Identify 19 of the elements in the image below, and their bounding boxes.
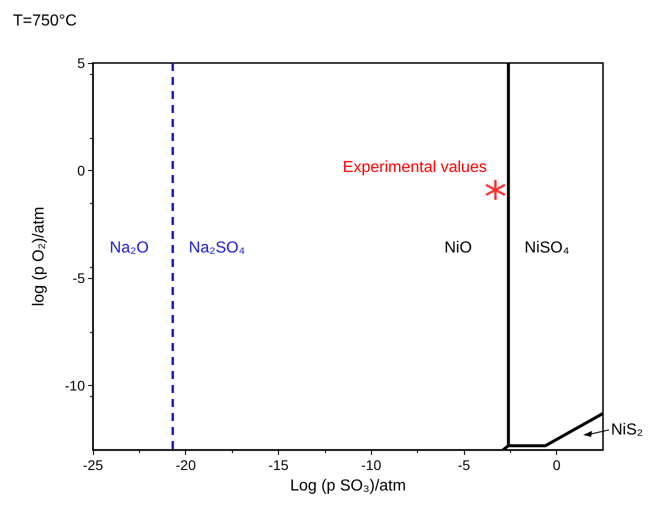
x-tick-label: -20 xyxy=(176,457,196,473)
x-tick-label: -25 xyxy=(82,457,104,473)
annotation: NiO xyxy=(444,239,472,256)
y-tick-label: -10 xyxy=(64,378,86,394)
annotation: Na₂O xyxy=(110,239,149,256)
chart-title: T=750°C xyxy=(13,12,77,30)
y-tick-label: 5 xyxy=(77,55,86,71)
y-axis-title: log (p O₂)/atm xyxy=(30,206,48,306)
x-tick-label: -15 xyxy=(268,457,289,473)
annotation: Na₂SO₄ xyxy=(188,239,246,256)
x-tick-label: 0 xyxy=(552,457,561,473)
annotation: Experimental values xyxy=(342,158,487,176)
y-tick-label: -5 xyxy=(72,270,86,286)
annotation: NiSO₄ xyxy=(524,239,570,256)
x-tick-label: -5 xyxy=(458,457,470,473)
text: NiS₂ xyxy=(611,421,643,438)
y-tick-label: 0 xyxy=(77,162,86,178)
x-axis-title: Log (p SO₃)/atm xyxy=(290,478,406,494)
x-tick-label: -10 xyxy=(361,457,382,473)
